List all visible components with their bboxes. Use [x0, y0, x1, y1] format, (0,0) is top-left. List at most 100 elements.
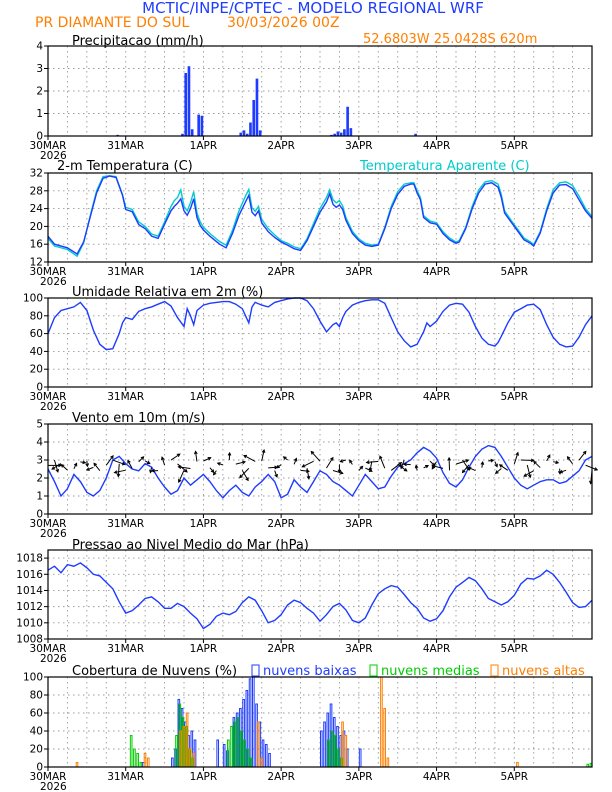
panel-title: Precipitacao (mm/h): [72, 34, 204, 49]
wind-arrow-head: [127, 459, 131, 464]
wind-arrow-head: [282, 456, 287, 460]
cloud-bar-nuvens-baixas: [323, 721, 326, 768]
wind-arrow-head: [494, 463, 498, 468]
wind-arrow-head: [243, 454, 248, 459]
y-tick-label: 1010: [16, 617, 43, 629]
wind-arrow: [235, 461, 246, 465]
y-tick-label: 2: [36, 86, 43, 98]
y-tick-label: 4: [36, 437, 43, 449]
wind-arrow: [239, 468, 250, 478]
x-tick-label: 2APR: [267, 518, 295, 530]
x-year-label: 2026: [40, 781, 67, 792]
cloud-bar-nuvens-baixas: [264, 744, 268, 768]
x-tick-label: 2APR: [267, 266, 295, 278]
y-tick-label: 2: [36, 473, 43, 485]
wind-arrow: [261, 449, 265, 462]
wind-arrow-head: [547, 454, 551, 459]
wind-arrow-head: [178, 479, 182, 484]
precip-bar: [339, 132, 343, 136]
x-tick-label: 2APR: [267, 140, 295, 152]
panel-title: Cobertura de Nuvens (%): [72, 664, 237, 679]
wind-arrow: [93, 463, 101, 471]
wind-arrow: [379, 456, 386, 469]
wind-arrow-head: [301, 464, 306, 468]
wind-arrow-head: [82, 460, 87, 465]
cloud-bar-nuvens-baixas: [358, 748, 362, 768]
wind-arrow-head: [73, 462, 78, 467]
wind-arrow-head: [176, 453, 181, 458]
x-tick-label: 3APR: [345, 643, 373, 655]
x-year-label: 2026: [40, 276, 67, 288]
wind-arrow-head: [398, 461, 403, 466]
cloud-legend-swatch: [490, 664, 499, 677]
y-tick-label: 0: [36, 762, 43, 774]
wind-arrow-head: [227, 451, 232, 456]
precip-bar: [200, 115, 204, 136]
wind-arrow-head: [465, 459, 470, 463]
cloud-legend-swatch: [251, 664, 260, 677]
series-line-Temperatura: [47, 175, 593, 255]
x-tick-label: 30MAR: [30, 140, 67, 152]
wind-arrow: [112, 459, 125, 465]
wind-arrow: [326, 457, 334, 469]
wind-arrow: [513, 452, 519, 465]
wind-arrow-head: [216, 462, 221, 466]
cloud-bar-nuvens-altas: [380, 676, 383, 768]
wind-arrow: [533, 461, 541, 468]
cloud-bar-nuvens-medias: [129, 735, 133, 768]
x-tick-label: 2APR: [267, 771, 295, 783]
x-tick-label: 30MAR: [30, 643, 67, 655]
cloud-bar-nuvens-altas: [383, 708, 386, 768]
x-tick-label: 30MAR: [30, 518, 67, 530]
x-year-label: 2026: [40, 653, 67, 665]
y-tick-label: 1018: [16, 553, 43, 565]
y-tick-label: 60: [30, 328, 43, 340]
wind-arrow: [567, 456, 573, 465]
wind-arrow: [274, 470, 278, 478]
plot-frame: [47, 676, 593, 768]
wind-arrow-head: [113, 470, 118, 474]
y-tick-label: 40: [30, 726, 43, 738]
y-tick-label: 20: [30, 744, 43, 756]
wind-arrow-head: [339, 470, 344, 475]
cloud-legend-label: nuvens altas: [502, 664, 585, 679]
cloud-bar-nuvens-medias: [133, 748, 136, 768]
wind-arrow-head: [566, 455, 571, 460]
cloud-bar-nuvens-altas: [344, 735, 348, 768]
x-tick-label: 30MAR: [30, 771, 67, 783]
wind-arrow-head: [515, 451, 519, 456]
x-tick-label: 5APR: [501, 391, 529, 403]
wind-arrow: [51, 463, 62, 470]
cloud-bar-nuvens-baixas: [268, 753, 271, 768]
y-tick-label: 1012: [16, 601, 43, 613]
wind-arrow-head: [330, 456, 334, 461]
x-tick-label: 31MAR: [107, 266, 144, 278]
y-tick-label: 80: [30, 690, 43, 702]
plot-frame: [47, 297, 593, 388]
precip-bar: [184, 73, 188, 136]
wind-arrow: [523, 470, 534, 477]
x-tick-label: 30MAR: [30, 266, 67, 278]
wind-arrow-head: [594, 467, 599, 471]
panel-precip: 0 1 2 3 4 30MAR 31MAR 1APR 2APR 3APR 4APR 5APR 2026 P…: [30, 32, 593, 162]
x-tick-label: 1APR: [190, 391, 218, 403]
x-tick-label: 1APR: [190, 771, 218, 783]
wind-arrow: [400, 459, 405, 469]
cloud-bar-nuvens-baixas: [216, 739, 220, 768]
panel-nuvens: 0 20 40 60 80 100 30MAR 31MAR 1APR 2APR 3APR 4APR 5A…: [23, 664, 593, 792]
wind-arrow-head: [241, 460, 247, 465]
cloud-bar-nuvens-altas: [143, 753, 147, 768]
wind-arrow-head: [414, 464, 419, 469]
x-tick-label: 4APR: [423, 771, 451, 783]
wind-arrow: [306, 468, 310, 479]
wind-arrow: [390, 462, 402, 471]
plot-frame: [47, 423, 593, 515]
x-tick-label: 5APR: [501, 266, 529, 278]
series-line-Pressao: [47, 562, 593, 630]
wind-arrow: [432, 465, 444, 469]
precip-bar: [197, 114, 200, 136]
wind-arrow-head: [213, 471, 217, 476]
wind-arrow: [302, 460, 314, 468]
precip-bar: [333, 133, 336, 136]
wind-arrow: [468, 467, 476, 472]
